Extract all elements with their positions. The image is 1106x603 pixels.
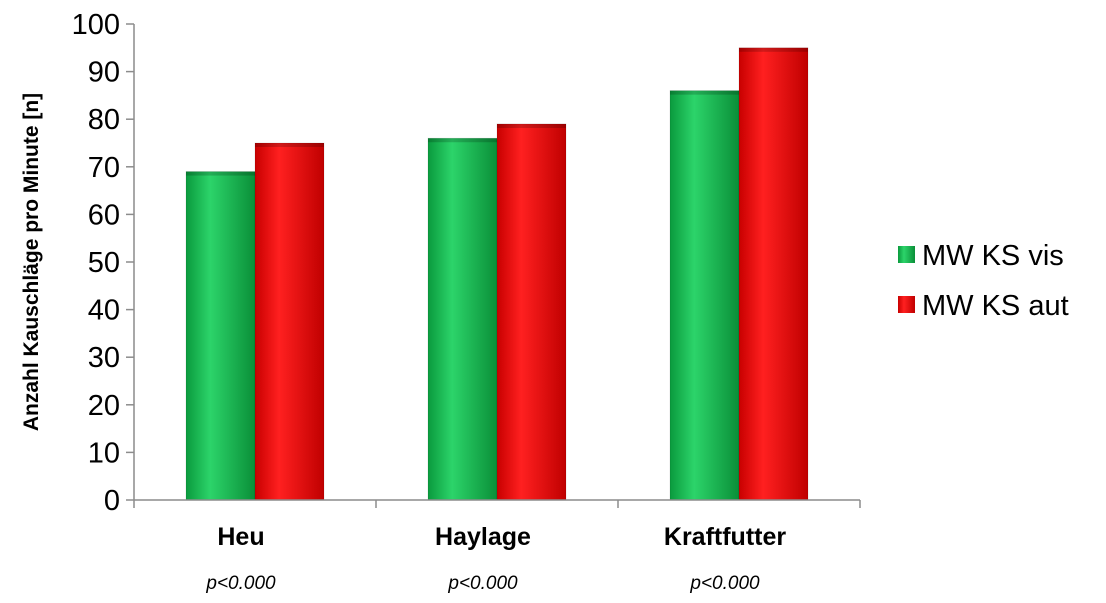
y-axis-ticks: 0 10 20 30 40 50 60 70 80 90 100 [72, 9, 134, 517]
y-tick-label: 0 [104, 485, 120, 517]
p-value-label: p<0.000 [447, 573, 518, 594]
y-tick-label: 50 [88, 247, 120, 279]
y-tick-label: 90 [88, 57, 120, 89]
p-value-label: p<0.000 [205, 573, 276, 594]
legend-swatch [898, 296, 915, 313]
y-tick-label: 10 [88, 437, 120, 469]
bar-haylage-series-1 [427, 137, 498, 501]
y-tick-label: 100 [72, 9, 120, 41]
category-label: Kraftfutter [664, 523, 786, 551]
legend-swatch [898, 246, 915, 263]
category-label: Haylage [435, 523, 531, 551]
legend-label: MW KS aut [922, 290, 1069, 322]
bar-heu-series-1 [185, 171, 256, 501]
bar-top-edge [186, 171, 255, 176]
legend: MW KS vis MW KS aut [898, 240, 1069, 322]
y-tick-label: 60 [88, 199, 120, 231]
y-axis-title: Anzahl Kauschläge pro Minute [n] [20, 93, 43, 431]
bars [185, 47, 809, 501]
bar-kraftfutter-series-2 [738, 47, 809, 501]
bar-haylage-series-2 [496, 123, 567, 501]
y-tick-label: 70 [88, 152, 120, 184]
bar-top-edge [255, 143, 324, 147]
bar-top-edge [428, 138, 497, 143]
category-labels: Heu p<0.000 Haylage p<0.000 Kraftfutter p<0.0… [205, 523, 786, 594]
bar-heu-series-2 [254, 142, 325, 501]
p-value-label: p<0.000 [689, 573, 760, 594]
y-tick-label: 40 [88, 295, 120, 327]
category-label: Heu [217, 523, 264, 551]
legend-label: MW KS vis [922, 240, 1064, 272]
y-tick-label: 20 [88, 390, 120, 422]
y-tick-label: 30 [88, 342, 120, 374]
bar-top-edge [670, 90, 739, 95]
bar-top-edge [497, 123, 566, 128]
bar-top-edge [739, 47, 808, 52]
y-tick-label: 80 [88, 104, 120, 136]
axes [133, 24, 861, 508]
bar-kraftfutter-series-1 [669, 90, 740, 501]
